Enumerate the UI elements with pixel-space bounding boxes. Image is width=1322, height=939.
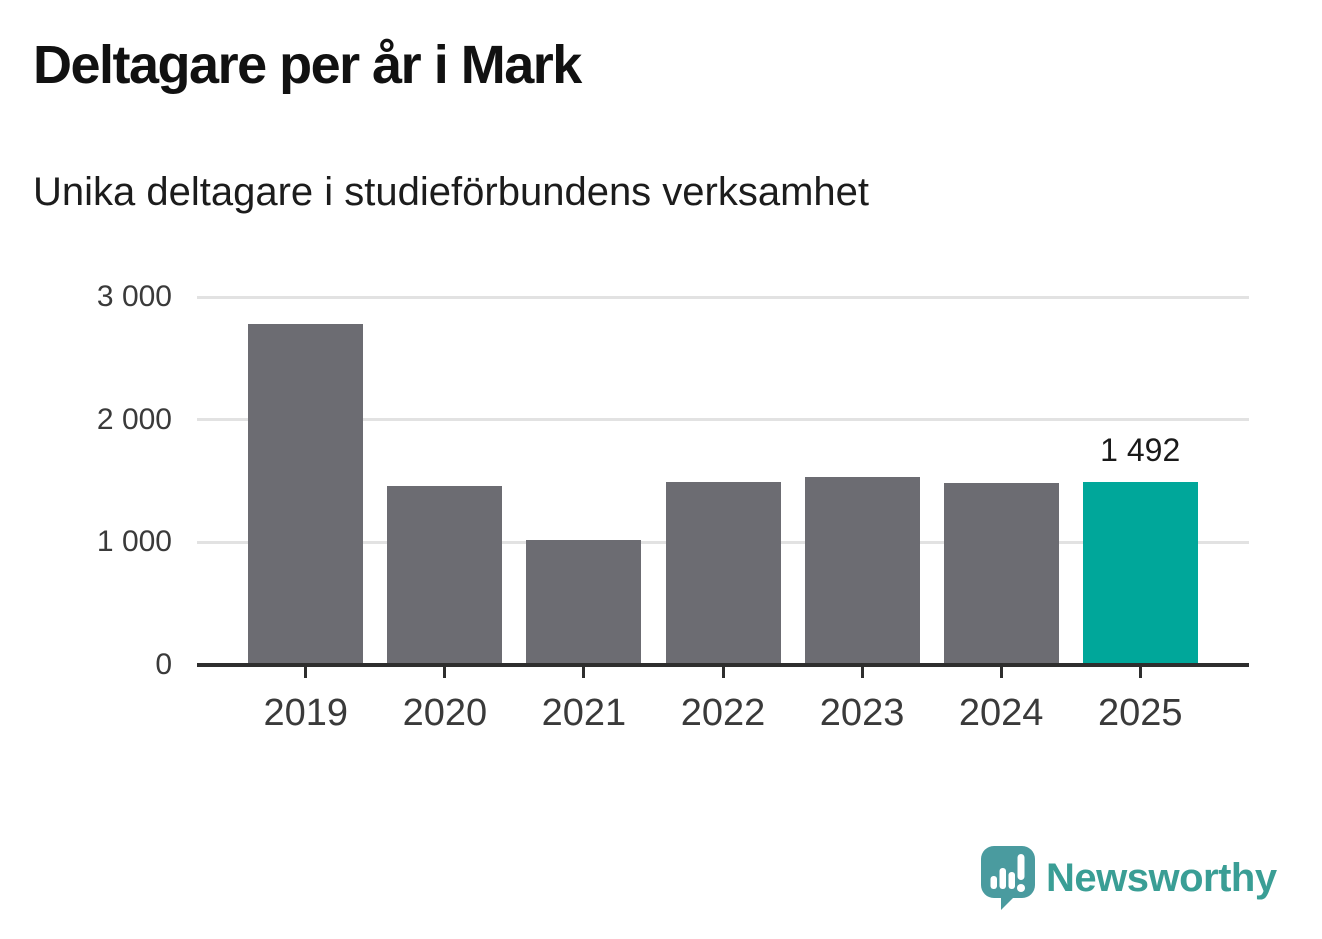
x-axis-tick <box>999 667 1003 678</box>
speech-bubble-shape <box>981 846 1035 910</box>
exclamation-dot <box>1017 884 1025 892</box>
newsworthy-logo-text: Newsworthy <box>1046 856 1277 900</box>
gridline-3000 <box>197 295 1249 299</box>
chart-subtitle: Unika deltagare i studieförbundens verks… <box>33 170 870 214</box>
bar <box>248 323 364 665</box>
y-axis-tick-label: 2 000 <box>96 402 172 436</box>
x-axis-tick-label: 2025 <box>1097 692 1183 734</box>
x-axis-tick-label: 2020 <box>402 692 488 734</box>
mini-bar-1 <box>990 876 997 889</box>
y-axis-tick-label: 3 000 <box>96 280 172 313</box>
bar-highlighted <box>1082 481 1198 665</box>
x-axis-tick-label: 2024 <box>958 692 1044 734</box>
newsworthy-logo-icon <box>981 846 1035 910</box>
bar <box>943 482 1059 665</box>
x-axis-tick <box>443 667 447 678</box>
mini-bar-2 <box>999 868 1006 889</box>
gridline-2000 <box>197 418 1249 422</box>
x-axis-tick-label: 2023 <box>819 692 905 734</box>
bar <box>387 485 503 665</box>
exclamation-stem <box>1017 854 1025 880</box>
x-axis-tick <box>582 667 586 678</box>
bar <box>665 481 781 665</box>
bar-value-label: 1 492 <box>1100 431 1181 468</box>
x-axis-tick-label: 2022 <box>680 692 766 734</box>
x-axis-tick <box>860 667 864 678</box>
mini-bar-3 <box>1008 872 1015 889</box>
y-axis-tick-label: 0 <box>155 648 172 681</box>
x-axis-tick <box>721 667 725 678</box>
x-axis-tick <box>1138 667 1142 678</box>
bar <box>804 476 920 665</box>
x-axis-baseline <box>197 663 1249 667</box>
y-axis-tick-label: 1 000 <box>96 525 172 559</box>
bar <box>526 540 642 665</box>
newsworthy-logo: Newsworthy <box>980 845 1320 915</box>
x-axis-tick-label: 2021 <box>541 692 627 734</box>
x-axis-tick <box>304 667 308 678</box>
chart-title: Deltagare per år i Mark <box>33 35 582 95</box>
x-axis-tick-label: 2019 <box>263 692 349 734</box>
